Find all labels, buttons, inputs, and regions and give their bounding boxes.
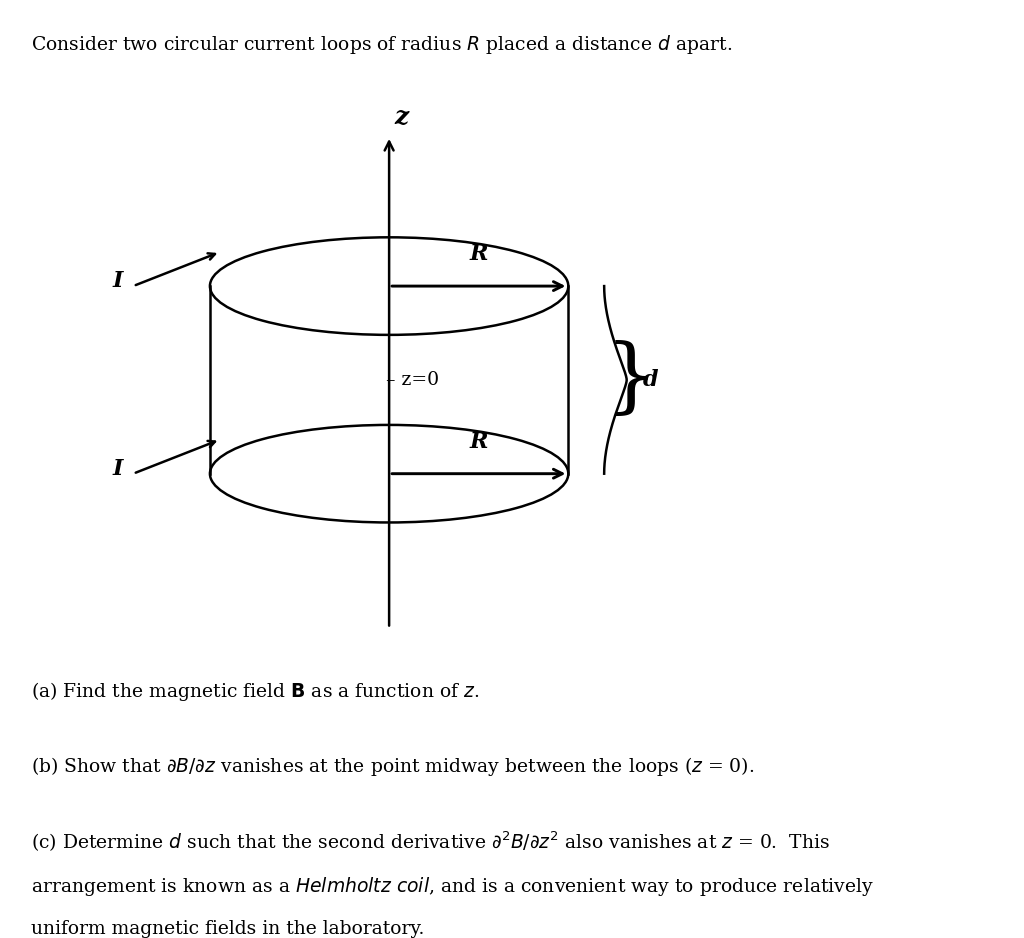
- Text: arrangement is known as a $\mathit{Helmholtz\ coil}$, and is a convenient way to: arrangement is known as a $\mathit{Helmh…: [31, 875, 873, 899]
- Text: uniform magnetic fields in the laboratory.: uniform magnetic fields in the laborator…: [31, 920, 424, 938]
- Text: R: R: [469, 431, 488, 453]
- Text: Consider two circular current loops of radius $R$ placed a distance $d$ apart.: Consider two circular current loops of r…: [31, 33, 732, 56]
- Text: I: I: [113, 270, 123, 293]
- Text: R: R: [469, 244, 488, 265]
- Text: d: d: [643, 369, 658, 391]
- Text: }: }: [604, 340, 657, 420]
- Text: I: I: [113, 458, 123, 480]
- Text: (b) Show that $\partial B/\partial z$ vanishes at the point midway between the l: (b) Show that $\partial B/\partial z$ va…: [31, 755, 754, 779]
- Text: (c) Determine $d$ such that the second derivative $\partial^2 B/\partial z^2$ al: (c) Determine $d$ such that the second d…: [31, 830, 829, 855]
- Text: (a) Find the magnetic field $\mathbf{B}$ as a function of $z$.: (a) Find the magnetic field $\mathbf{B}$…: [31, 680, 479, 704]
- Text: – z=0: – z=0: [386, 371, 439, 389]
- Text: z: z: [394, 104, 409, 129]
